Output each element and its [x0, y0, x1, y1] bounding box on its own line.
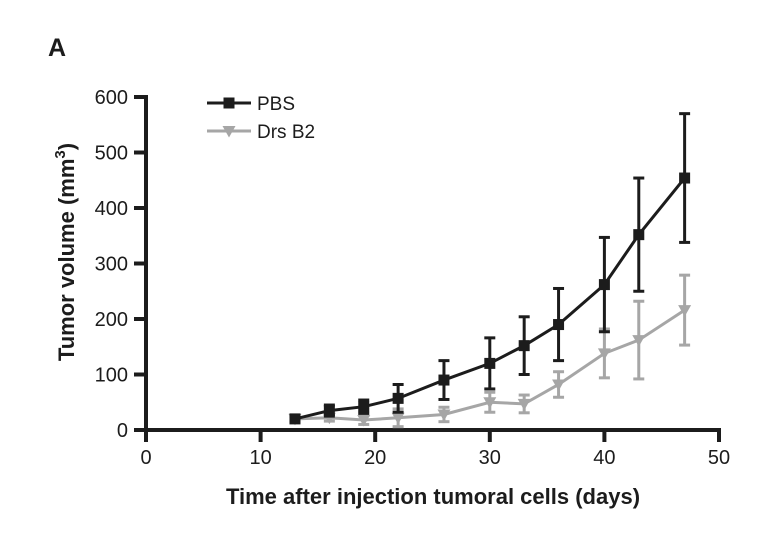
triangle-down-marker: [483, 397, 497, 409]
x-axis-label: Time after injection tumoral cells (days…: [226, 484, 640, 509]
x-tick-label: 10: [249, 447, 271, 469]
y-axis-label: Tumor volume (mm3): [52, 143, 79, 361]
legend-item-drs-b2: Drs B2: [207, 122, 315, 143]
triangle-down-marker: [517, 398, 531, 411]
axes: [144, 95, 721, 432]
x-tick-label: 30: [479, 447, 501, 469]
series-pbs: [289, 112, 691, 425]
square-marker: [438, 374, 450, 386]
y-tick-label: 600: [95, 87, 128, 109]
triangle-down-marker: [357, 415, 371, 427]
legend: PBS Drs B2: [207, 94, 315, 143]
triangle-down-marker: [632, 335, 646, 347]
square-marker: [289, 413, 301, 425]
square-marker: [392, 392, 404, 404]
x-tick-label: 20: [364, 447, 386, 469]
triangle-down-marker: [597, 348, 611, 360]
y-tick-label: 500: [95, 143, 128, 165]
axis-ticks: [134, 95, 721, 442]
legend-label: Drs B2: [257, 122, 315, 143]
data-series: [288, 112, 692, 429]
x-tick-label: 40: [593, 447, 615, 469]
legend-square-marker: [223, 97, 235, 109]
triangle-down-marker: [437, 409, 451, 421]
x-tick-label: 0: [140, 447, 151, 469]
square-marker: [358, 401, 370, 413]
axis-lines: [144, 95, 721, 432]
x-tick-label: 50: [708, 447, 730, 469]
triangle-down-marker: [678, 305, 692, 317]
square-marker: [633, 229, 645, 241]
y-tick-label: 100: [95, 365, 128, 387]
legend-label: PBS: [257, 94, 295, 115]
square-marker: [553, 319, 565, 331]
panel-label: A: [48, 34, 67, 62]
square-marker: [518, 340, 530, 352]
y-tick-label: 200: [95, 309, 128, 331]
square-marker: [679, 172, 691, 184]
y-tick-label: 300: [95, 254, 128, 276]
square-marker: [598, 279, 610, 291]
square-marker: [323, 405, 335, 417]
triangle-down-marker: [552, 379, 566, 391]
square-marker: [484, 357, 496, 369]
y-tick-label: 400: [95, 198, 128, 220]
triangle-down-marker: [391, 412, 405, 425]
legend-triangle-down-marker: [222, 126, 236, 138]
legend-item-pbs: PBS: [207, 94, 295, 115]
y-tick-label: 0: [117, 420, 128, 442]
